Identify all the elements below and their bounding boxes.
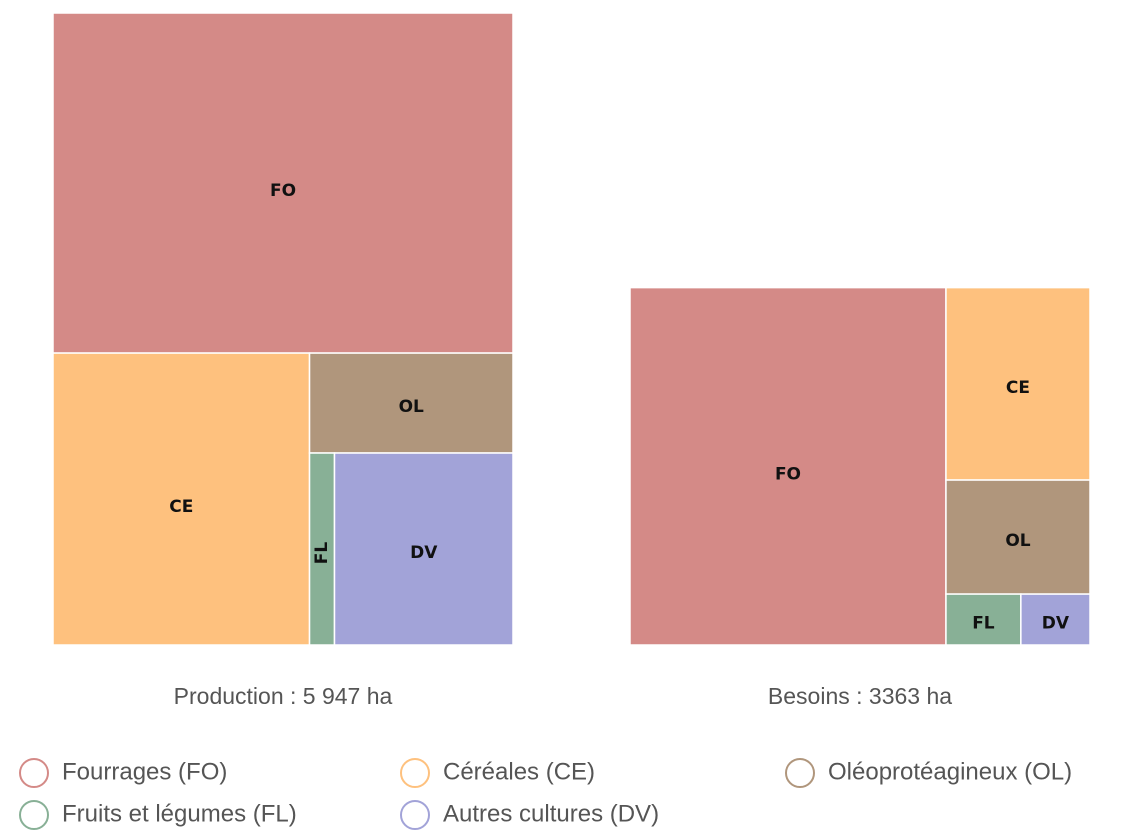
legend-marker (400, 800, 430, 830)
treemap-cell (308, 352, 514, 454)
legend-label: Fruits et légumes (FL) (62, 800, 297, 827)
treemap-cell (52, 12, 514, 354)
cell-label: CE (1006, 378, 1030, 398)
legend-marker (400, 758, 430, 788)
treemap-cell (333, 452, 514, 646)
legend-label: Autres cultures (DV) (443, 800, 659, 827)
cell-label: DV (1042, 614, 1070, 634)
legend-marker (19, 758, 49, 788)
treemap-cell (1020, 593, 1091, 646)
cell-label: DV (410, 543, 438, 563)
cell-label: FL (312, 542, 332, 565)
cell-label: FO (270, 181, 296, 201)
treemap-cell (945, 593, 1022, 646)
legend-marker (785, 758, 815, 788)
chart-caption: Production : 5 947 ha (174, 683, 393, 709)
cell-label: OL (399, 397, 424, 417)
chart-caption: Besoins : 3363 ha (768, 683, 952, 709)
treemap-cell (52, 352, 311, 646)
legend-label: Céréales (CE) (443, 758, 595, 785)
cell-label: FO (775, 464, 801, 484)
cell-label: OL (1005, 531, 1030, 551)
treemap-cell (629, 286, 947, 646)
legend-label: Oléoprotéagineux (OL) (828, 758, 1072, 785)
cell-label: FL (972, 614, 995, 634)
cell-label: CE (169, 497, 193, 517)
legend-label: Fourrages (FO) (62, 758, 227, 785)
legend-marker (19, 800, 49, 830)
treemap-cell (945, 479, 1091, 595)
